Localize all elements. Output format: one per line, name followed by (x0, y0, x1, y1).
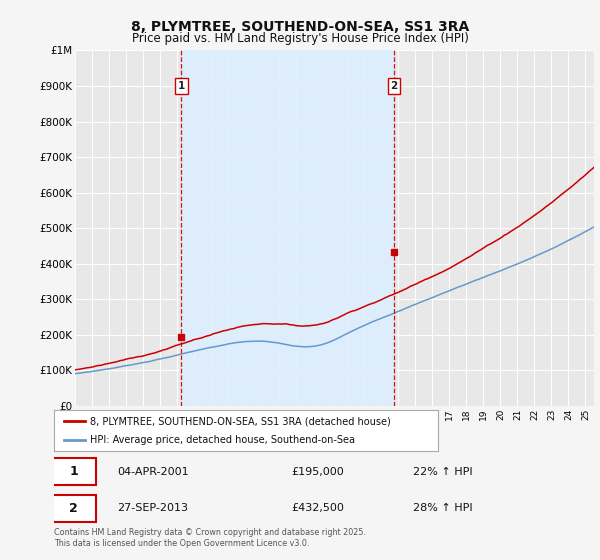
Text: 2: 2 (69, 502, 78, 515)
Text: 22% ↑ HPI: 22% ↑ HPI (413, 466, 473, 477)
Text: 04-APR-2001: 04-APR-2001 (118, 466, 189, 477)
FancyBboxPatch shape (52, 494, 96, 522)
Text: £432,500: £432,500 (292, 503, 344, 514)
Text: Price paid vs. HM Land Registry's House Price Index (HPI): Price paid vs. HM Land Registry's House … (131, 32, 469, 45)
FancyBboxPatch shape (52, 458, 96, 486)
Text: 2: 2 (391, 81, 398, 91)
Text: Contains HM Land Registry data © Crown copyright and database right 2025.
This d: Contains HM Land Registry data © Crown c… (54, 528, 366, 548)
Bar (181, 50, 394, 406)
Text: 8, PLYMTREE, SOUTHEND-ON-SEA, SS1 3RA: 8, PLYMTREE, SOUTHEND-ON-SEA, SS1 3RA (131, 20, 469, 34)
Text: 27-SEP-2013: 27-SEP-2013 (118, 503, 188, 514)
Text: 28% ↑ HPI: 28% ↑ HPI (413, 503, 473, 514)
Text: £195,000: £195,000 (292, 466, 344, 477)
Text: 1: 1 (178, 81, 185, 91)
Text: 8, PLYMTREE, SOUTHEND-ON-SEA, SS1 3RA (detached house): 8, PLYMTREE, SOUTHEND-ON-SEA, SS1 3RA (d… (91, 417, 391, 426)
Text: HPI: Average price, detached house, Southend-on-Sea: HPI: Average price, detached house, Sout… (91, 435, 355, 445)
Text: 1: 1 (69, 465, 78, 478)
